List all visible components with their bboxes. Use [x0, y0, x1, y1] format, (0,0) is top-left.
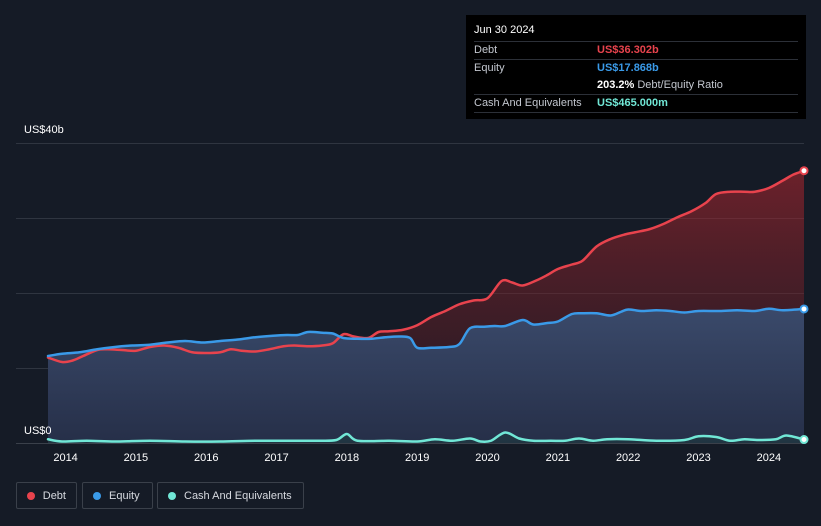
legend-equity-label: Equity: [109, 489, 140, 502]
tooltip-debt-value: US$36.302b: [597, 44, 659, 56]
x-tick-label: 2023: [686, 452, 710, 464]
debt-line: [46, 169, 806, 364]
tooltip-equity-label: Equity: [474, 62, 505, 74]
equity-line: [46, 307, 806, 358]
tooltip-ratio-value: 203.2%: [597, 79, 635, 91]
tooltip-ratio-spacer: [474, 77, 597, 94]
cash-and-equivalents-end-marker: [799, 435, 809, 445]
tooltip-row-cash: Cash And Equivalents US$465.000m: [474, 94, 798, 112]
legend-equity[interactable]: Equity: [82, 482, 153, 509]
y-axis-bottom-label: US$0: [24, 425, 52, 437]
cash-legend-dot: [168, 491, 176, 500]
tooltip-row-debt: Debt US$36.302b: [474, 41, 798, 59]
x-tick-label: 2018: [335, 452, 359, 464]
legend-cash[interactable]: Cash And Equivalents: [157, 482, 304, 509]
tooltip-ratio-label: Debt/Equity Ratio: [637, 79, 723, 91]
x-tick-label: 2014: [53, 452, 77, 464]
legend-debt-label: Debt: [42, 489, 66, 502]
debt-end-marker: [799, 166, 809, 176]
tooltip-panel: Jun 30 2024 Debt US$36.302b Equity US$17…: [466, 15, 806, 119]
equity-area: [48, 308, 804, 443]
end-markers: [799, 166, 809, 445]
tooltip-row-ratio: 203.2% Debt/Equity Ratio: [474, 77, 798, 94]
tooltip-debt-label: Debt: [474, 44, 498, 56]
legend-debt[interactable]: Debt: [16, 482, 77, 509]
series-areas: [48, 170, 804, 444]
debt-legend-dot: [27, 491, 35, 500]
legend-cash-label: Cash And Equivalents: [184, 489, 292, 502]
tooltip-equity-value: US$17.868b: [597, 62, 659, 74]
x-tick-label: 2021: [546, 452, 570, 464]
x-axis-ticks: 2014 2015 2016 2017 2018 2019 2020 2021 2022 2023…: [53, 452, 781, 464]
tooltip-row-equity: Equity US$17.868b: [474, 59, 798, 77]
x-tick-label: 2015: [124, 452, 148, 464]
x-tick-label: 2024: [757, 452, 781, 464]
x-tick-label: 2022: [616, 452, 640, 464]
cash-and-equivalents-line: [46, 431, 806, 444]
series-lines: [46, 169, 806, 444]
equity-end-marker: [799, 304, 809, 314]
x-tick-label: 2020: [475, 452, 499, 464]
x-tick-label: 2017: [264, 452, 288, 464]
cash-and-equivalents-area: [48, 432, 804, 443]
tooltip-cash-value: US$465.000m: [597, 97, 668, 109]
x-tick-label: 2019: [405, 452, 429, 464]
tooltip-bottom-divider: [474, 112, 798, 114]
tooltip-cash-label: Cash And Equivalents: [474, 97, 582, 109]
tooltip-date: Jun 30 2024: [474, 24, 535, 36]
equity-legend-dot: [93, 491, 101, 500]
y-axis-top-label: US$40b: [24, 124, 64, 136]
x-tick-label: 2016: [194, 452, 218, 464]
